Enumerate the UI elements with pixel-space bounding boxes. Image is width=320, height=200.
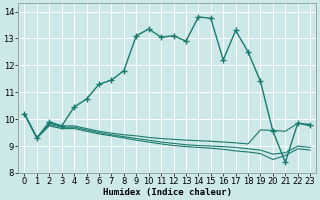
X-axis label: Humidex (Indice chaleur): Humidex (Indice chaleur) xyxy=(103,188,232,197)
